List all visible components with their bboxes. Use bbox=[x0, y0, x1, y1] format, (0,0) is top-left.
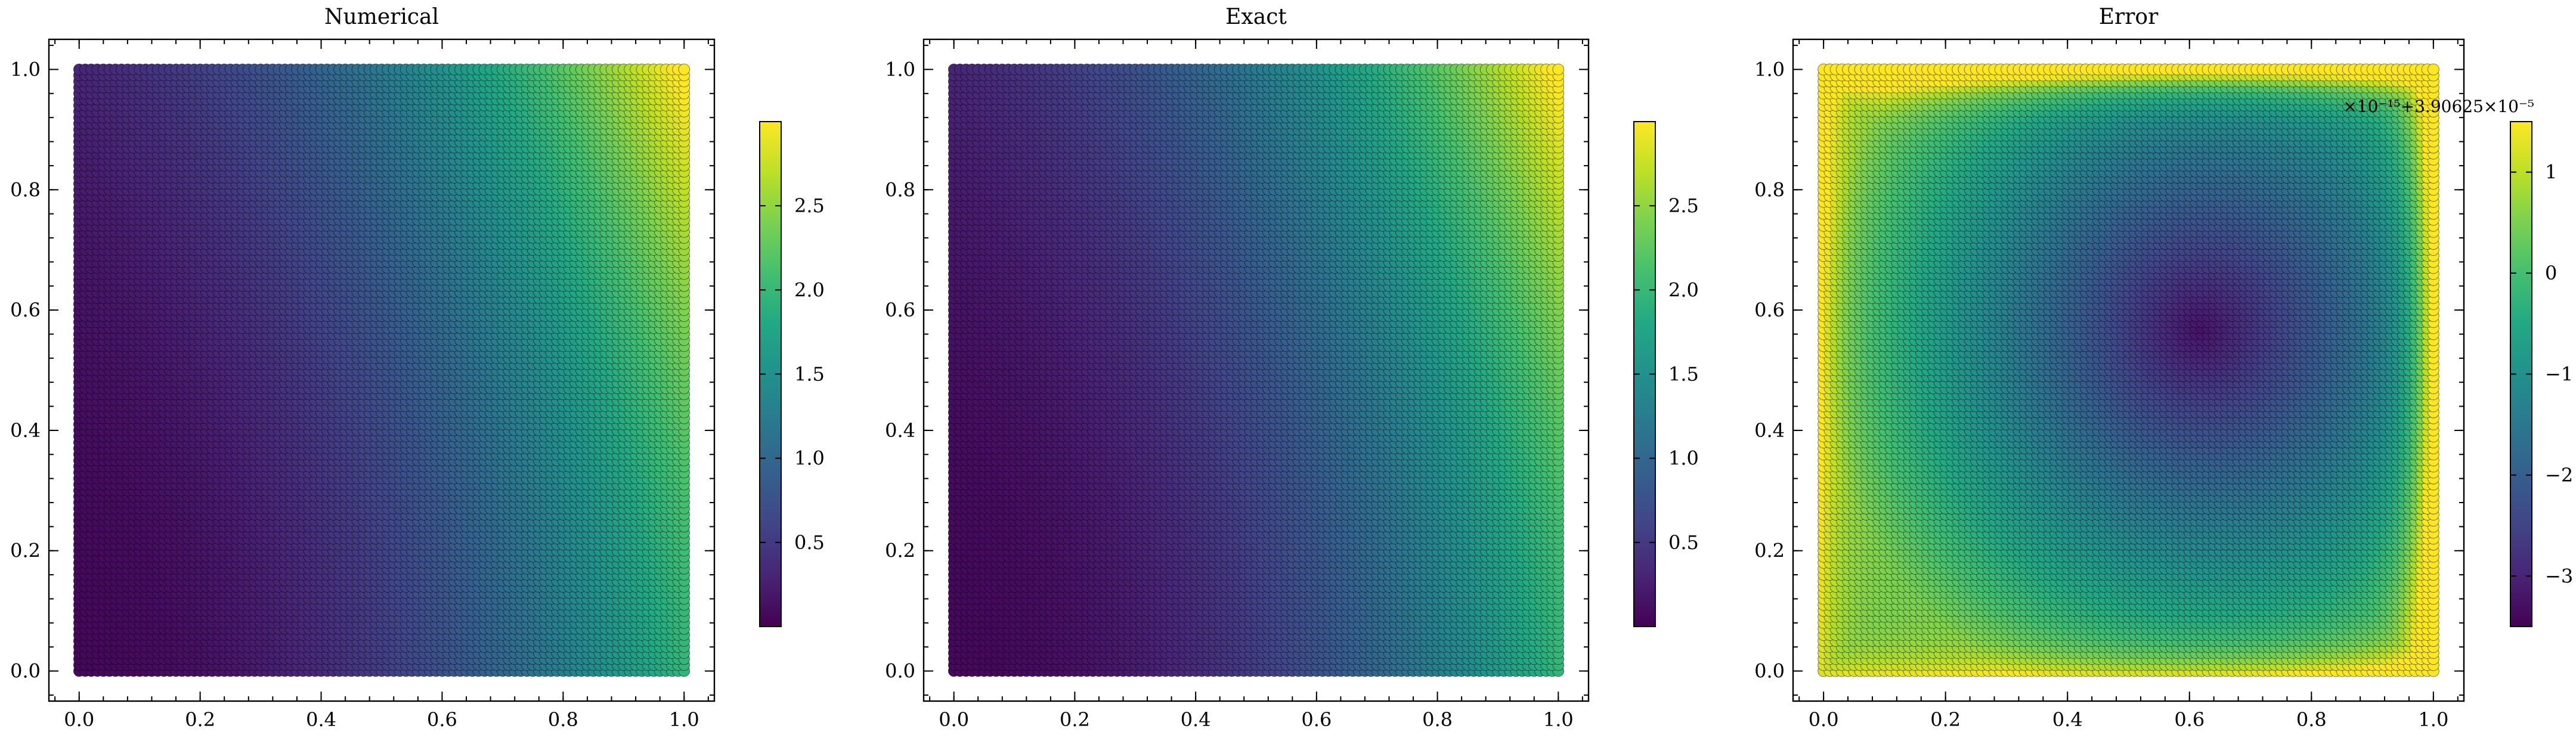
panel-title: Numerical bbox=[324, 5, 439, 29]
panel-numerical: Numerical0.00.00.20.20.40.40.60.60.80.81… bbox=[10, 5, 825, 731]
scatter-points bbox=[73, 64, 689, 677]
